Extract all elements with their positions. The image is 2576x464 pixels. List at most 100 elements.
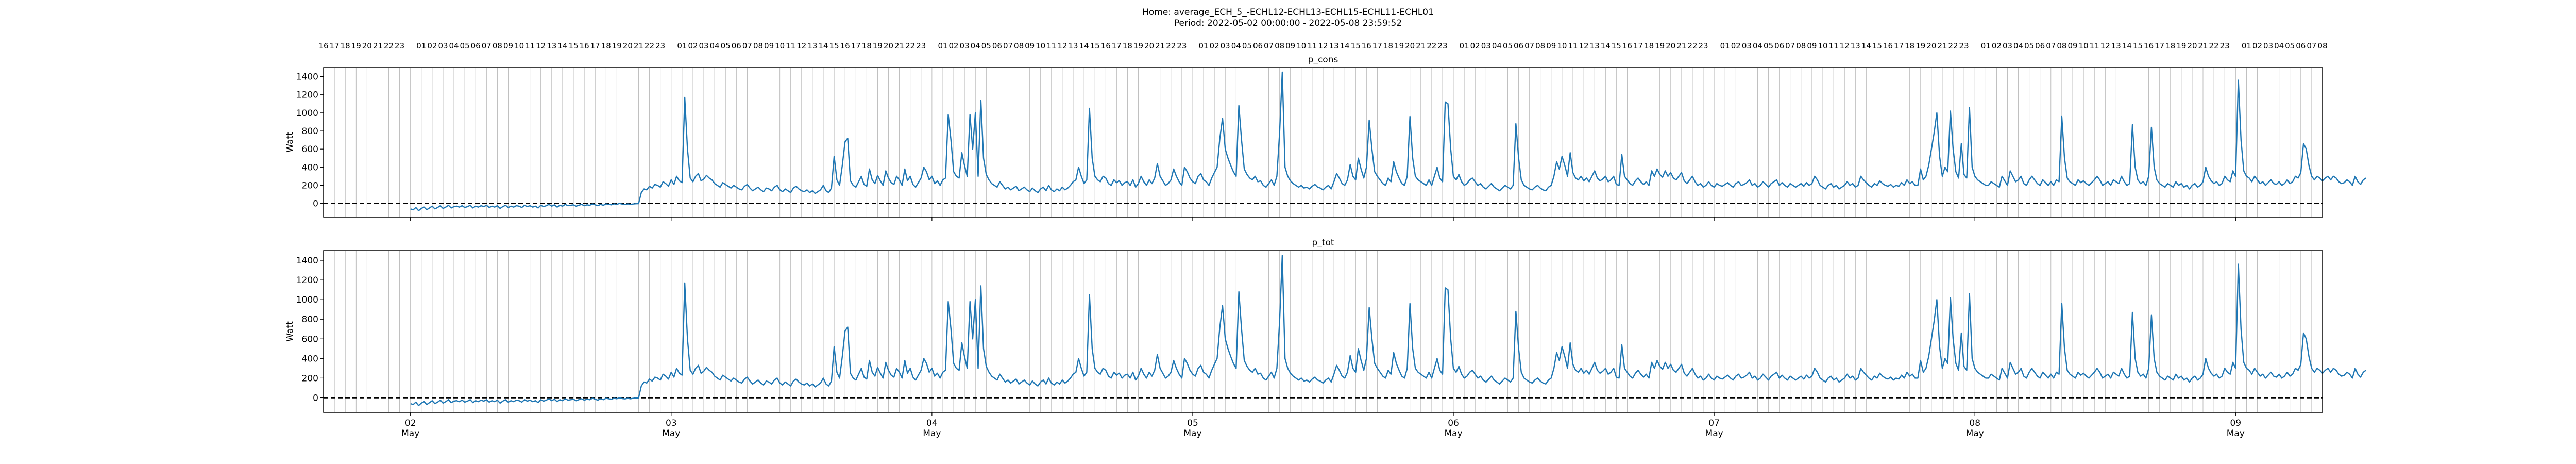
- top-hour-label: 08: [1796, 41, 1806, 51]
- top-hour-label: 19: [1655, 41, 1665, 51]
- top-hour-label: 05: [1503, 41, 1513, 51]
- figure-title-period: Period: 2022-05-02 00:00:00 - 2022-05-08…: [1174, 18, 1402, 28]
- top-hour-label: 01: [938, 41, 947, 51]
- top-hour-label: 05: [460, 41, 470, 51]
- top-hour-label: 17: [590, 41, 600, 51]
- top-hour-label: 10: [1557, 41, 1567, 51]
- panel-2-ytick-label: 600: [302, 334, 318, 344]
- top-hour-label: 03: [2263, 41, 2273, 51]
- top-hour-label: 16: [840, 41, 850, 51]
- panel-2-ytick-label: 1000: [296, 295, 318, 305]
- top-hour-label: 07: [742, 41, 752, 51]
- top-hour-label: 09: [764, 41, 774, 51]
- figure-title-home: Home: average_ECH_5_-ECHL12-ECHL13-ECHL1…: [1142, 7, 1434, 18]
- top-hour-label: 08: [2317, 41, 2327, 51]
- top-hour-label: 20: [2187, 41, 2197, 51]
- top-hour-label: 17: [1633, 41, 1643, 51]
- top-hour-label: 10: [1296, 41, 1306, 51]
- top-hour-label: 15: [829, 41, 839, 51]
- xtick-month-label: May: [662, 428, 680, 439]
- panel-1-ytick-label: 1200: [296, 90, 318, 101]
- xtick-day-label: 05: [1187, 418, 1198, 428]
- top-hour-label: 01: [1720, 41, 1730, 51]
- top-hour-label: 14: [1079, 41, 1089, 51]
- top-hour-label: 11: [1829, 41, 1839, 51]
- top-hour-label: 09: [1025, 41, 1035, 51]
- top-hour-label: 13: [1851, 41, 1860, 51]
- top-hour-label: 14: [1340, 41, 1350, 51]
- top-hour-label: 21: [1416, 41, 1426, 51]
- top-hour-label: 03: [1742, 41, 1752, 51]
- top-hour-label: 10: [1036, 41, 1045, 51]
- top-hour-label: 07: [2307, 41, 2316, 51]
- top-hour-label: 20: [884, 41, 893, 51]
- xtick-day-label: 03: [666, 418, 677, 428]
- top-hour-label: 03: [960, 41, 970, 51]
- top-hour-label: 21: [894, 41, 904, 51]
- top-hour-label: 09: [2067, 41, 2077, 51]
- top-hour-label: 04: [449, 41, 459, 51]
- top-hour-label: 07: [1003, 41, 1013, 51]
- top-hour-label: 21: [634, 41, 643, 51]
- top-hour-label: 17: [330, 41, 340, 51]
- panel-2-ytick-label: 1400: [296, 256, 318, 266]
- top-hour-label: 04: [1492, 41, 1502, 51]
- top-hour-label: 01: [1460, 41, 1469, 51]
- top-hour-label: 05: [1242, 41, 1252, 51]
- top-hour-label: 23: [916, 41, 926, 51]
- top-hour-label: 22: [2209, 41, 2219, 51]
- panel-1-ytick-label: 200: [302, 180, 318, 191]
- top-hour-label: 19: [2176, 41, 2186, 51]
- top-hour-label: 16: [1362, 41, 1371, 51]
- top-hour-label: 10: [2079, 41, 2089, 51]
- top-hour-label: 15: [1872, 41, 1882, 51]
- top-hour-label: 23: [1437, 41, 1447, 51]
- top-hour-label: 06: [992, 41, 1002, 51]
- top-hour-label: 12: [2100, 41, 2110, 51]
- panel-1-ytick-label: 1400: [296, 72, 318, 82]
- top-hour-label: 19: [612, 41, 622, 51]
- top-hour-label: 11: [2090, 41, 2099, 51]
- top-hour-label: 23: [1177, 41, 1187, 51]
- top-hour-label: 05: [2024, 41, 2034, 51]
- xtick-month-label: May: [1705, 428, 1723, 439]
- top-hour-label: 04: [2013, 41, 2023, 51]
- top-hour-label: 17: [2155, 41, 2164, 51]
- top-hour-label: 08: [2057, 41, 2066, 51]
- top-hour-label: 12: [1840, 41, 1850, 51]
- top-hour-label: 10: [514, 41, 524, 51]
- top-hour-label: 22: [1427, 41, 1436, 51]
- top-hour-label: 17: [1372, 41, 1382, 51]
- top-hour-label: 02: [948, 41, 958, 51]
- xtick-month-label: May: [1966, 428, 1984, 439]
- top-hour-label: 03: [1481, 41, 1491, 51]
- panel-2-series-line: [410, 255, 2367, 406]
- top-hour-label: 21: [1937, 41, 1947, 51]
- top-hour-label: 14: [557, 41, 567, 51]
- top-hour-label: 06: [2296, 41, 2306, 51]
- top-hour-label: 14: [1601, 41, 1611, 51]
- top-hour-label: 02: [1470, 41, 1480, 51]
- panel-2-ytick-label: 200: [302, 373, 318, 384]
- top-hour-label: 22: [1166, 41, 1176, 51]
- top-hour-label: 13: [1329, 41, 1339, 51]
- panel-2-title: p_tot: [1312, 238, 1334, 248]
- top-hour-label: 20: [1926, 41, 1936, 51]
- top-hour-label: 06: [732, 41, 741, 51]
- figure-title: Home: average_ECH_5_-ECHL12-ECHL13-ECHL1…: [0, 7, 2576, 29]
- top-hour-label: 04: [1231, 41, 1241, 51]
- top-hour-label: 12: [1057, 41, 1067, 51]
- top-hour-label: 10: [775, 41, 785, 51]
- top-hour-label: 18: [1383, 41, 1393, 51]
- top-hour-label: 01: [2242, 41, 2251, 51]
- top-hour-label: 19: [1394, 41, 1404, 51]
- top-hour-label: 16: [1101, 41, 1111, 51]
- top-hour-label: 23: [1698, 41, 1708, 51]
- top-hour-label: 13: [547, 41, 556, 51]
- top-hour-label: 05: [1764, 41, 1773, 51]
- top-hour-label: 11: [1568, 41, 1578, 51]
- top-hour-label: 14: [2122, 41, 2132, 51]
- xtick-day-label: 06: [1448, 418, 1459, 428]
- panel-2-ytick-label: 0: [313, 393, 318, 403]
